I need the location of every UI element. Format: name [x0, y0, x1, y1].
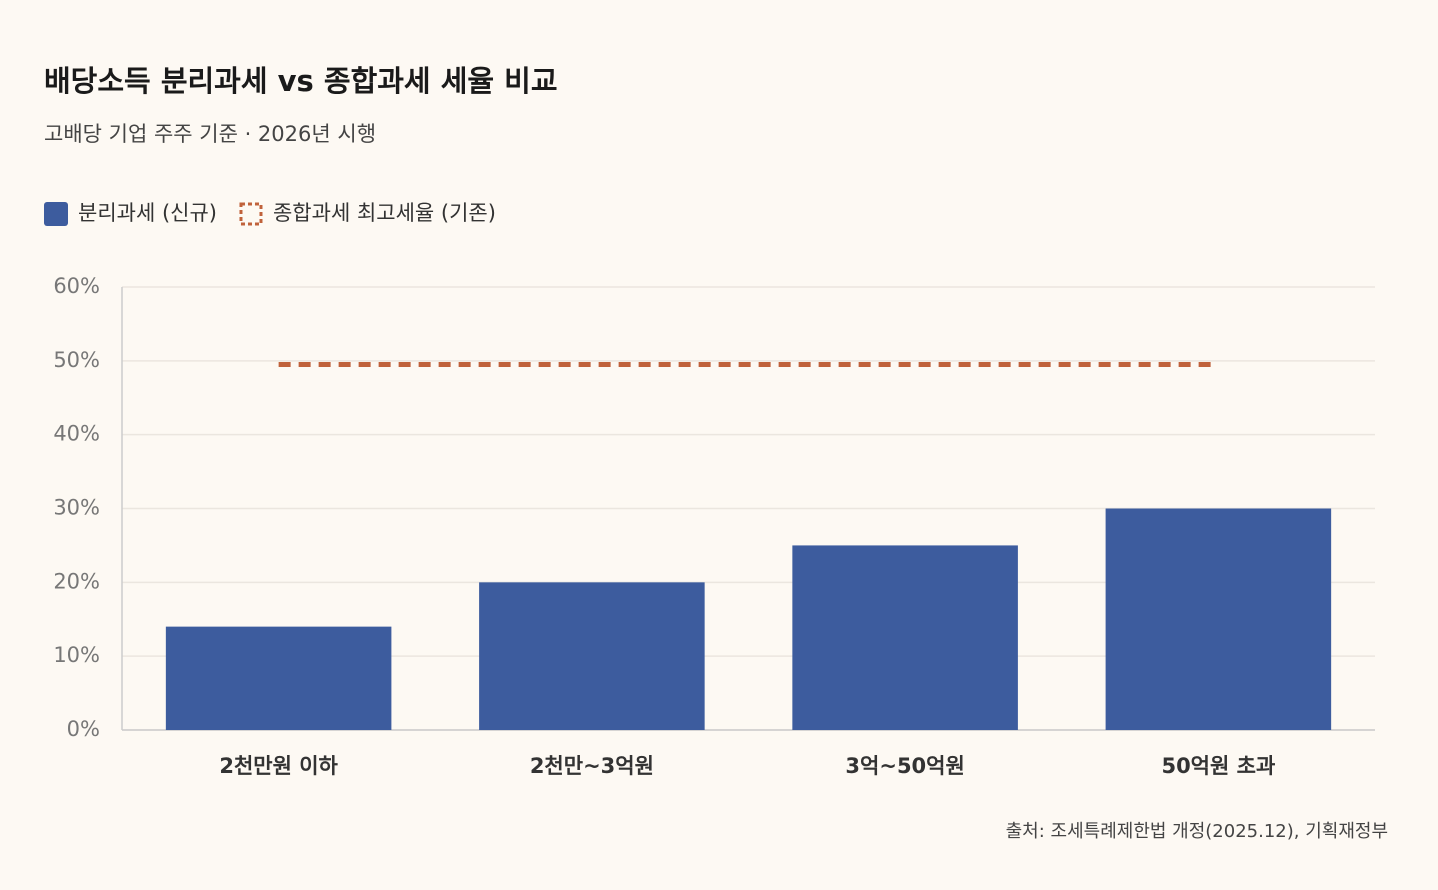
- y-tick-label: 60%: [53, 274, 100, 298]
- y-tick-label: 50%: [53, 348, 100, 372]
- y-tick-label: 40%: [53, 422, 100, 446]
- x-tick-label: 3억~50억원: [845, 754, 964, 778]
- legend-label: 분리과세 (신규): [78, 201, 217, 225]
- x-tick-label: 50억원 초과: [1161, 754, 1275, 778]
- legend-swatch: [239, 202, 263, 226]
- x-tick-label: 2천만~3억원: [530, 754, 654, 778]
- legend-swatch: [44, 202, 68, 226]
- source-note: 출처: 조세특례제한법 개정(2025.12), 기획재정부: [1006, 821, 1388, 842]
- bar: [792, 545, 1018, 730]
- bar: [165, 626, 392, 730]
- legend-label: 종합과세 최고세율 (기존): [273, 201, 496, 225]
- y-tick-label: 0%: [67, 717, 100, 741]
- chart-subtitle: 고배당 기업 주주 기준 · 2026년 시행: [44, 122, 376, 146]
- y-tick-label: 10%: [53, 643, 100, 667]
- y-tick-label: 20%: [53, 569, 100, 593]
- y-tick-label: 30%: [53, 496, 100, 520]
- bar: [1105, 508, 1332, 730]
- bar: [479, 582, 705, 730]
- x-tick-label: 2천만원 이하: [219, 754, 338, 778]
- chart-title: 배당소득 분리과세 vs 종합과세 세율 비교: [44, 64, 558, 98]
